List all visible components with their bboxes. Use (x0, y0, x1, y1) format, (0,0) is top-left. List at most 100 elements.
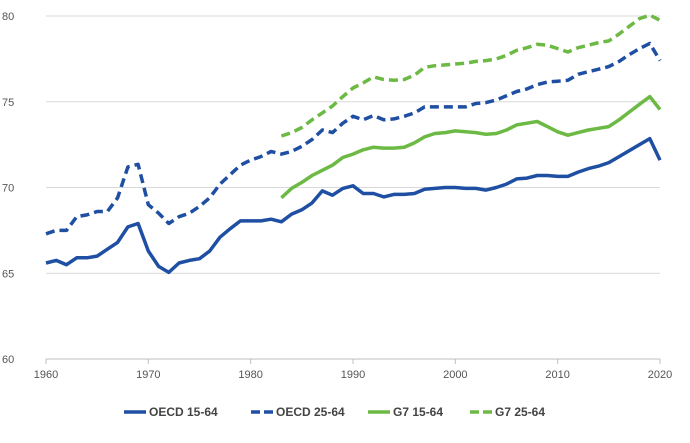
data-point (55, 229, 57, 231)
data-point (65, 264, 67, 266)
data-point (362, 149, 364, 151)
data-point (526, 88, 528, 90)
data-point (383, 78, 385, 80)
data-point (106, 210, 108, 212)
data-point (331, 131, 333, 133)
data-point (321, 169, 323, 171)
data-point (464, 131, 466, 133)
data-point (423, 106, 425, 108)
data-point (608, 65, 610, 67)
data-point (168, 271, 170, 273)
data-point (608, 125, 610, 127)
data-point (198, 205, 200, 207)
data-point (638, 143, 640, 145)
data-point (219, 236, 221, 238)
data-point (567, 79, 569, 81)
data-point (423, 66, 425, 68)
data-point (413, 74, 415, 76)
data-point (423, 188, 425, 190)
data-point (393, 79, 395, 81)
data-point (649, 42, 651, 44)
x-tick-label: 2020 (648, 369, 672, 381)
data-point (516, 90, 518, 92)
data-point (516, 124, 518, 126)
series-points-oecd-25-64 (45, 42, 661, 235)
data-point (301, 126, 303, 128)
data-point (444, 186, 446, 188)
data-point (516, 178, 518, 180)
data-point (454, 106, 456, 108)
data-point (403, 193, 405, 195)
data-point (444, 131, 446, 133)
data-point (352, 153, 354, 155)
data-point (536, 120, 538, 122)
data-point (45, 233, 47, 235)
data-point (362, 82, 364, 84)
data-point (55, 259, 57, 261)
data-point (290, 131, 292, 133)
data-point (290, 213, 292, 215)
data-point (577, 73, 579, 75)
data-point (260, 220, 262, 222)
data-point (352, 185, 354, 187)
legend-label: OECD 15-64 (149, 405, 218, 419)
data-point (362, 119, 364, 121)
data-point (96, 255, 98, 257)
data-point (157, 212, 159, 214)
data-point (383, 119, 385, 121)
x-tick-label: 1970 (136, 369, 160, 381)
data-point (301, 209, 303, 211)
data-point (546, 125, 548, 127)
data-point (505, 129, 507, 131)
data-point (444, 64, 446, 66)
x-tick-label: 1990 (341, 369, 365, 381)
data-point (147, 250, 149, 252)
data-point (608, 40, 610, 42)
data-point (475, 187, 477, 189)
data-point (526, 122, 528, 124)
data-point (587, 167, 589, 169)
data-point (567, 175, 569, 177)
y-axis: 60 65 70 75 80 (2, 11, 14, 366)
data-point (321, 112, 323, 114)
data-point (587, 129, 589, 131)
data-point (393, 118, 395, 120)
data-point (270, 218, 272, 220)
data-point (290, 150, 292, 152)
data-point (454, 130, 456, 132)
x-tick-label: 1980 (238, 369, 262, 381)
data-point (157, 265, 159, 267)
data-point (649, 14, 651, 16)
data-point (321, 129, 323, 131)
legend-label: G7 15-64 (393, 405, 443, 419)
x-axis: 1960 1970 1980 1990 2000 2010 2020 (34, 358, 672, 381)
data-point (209, 250, 211, 252)
data-point (475, 131, 477, 133)
data-point (526, 47, 528, 49)
data-point (321, 190, 323, 192)
data-point (505, 183, 507, 185)
data-point (229, 228, 231, 230)
series-points-g7-15-64 (280, 95, 661, 199)
data-point (137, 163, 139, 165)
data-point (393, 193, 395, 195)
data-point (342, 187, 344, 189)
data-point (434, 132, 436, 134)
data-point (403, 78, 405, 80)
data-point (577, 131, 579, 133)
data-point (464, 106, 466, 108)
data-point (659, 159, 661, 161)
data-point (250, 220, 252, 222)
data-point (250, 159, 252, 161)
data-point (188, 259, 190, 261)
series-line-oecd-15-64 (45, 136, 662, 275)
data-point (505, 95, 507, 97)
data-point (536, 174, 538, 176)
data-point (423, 136, 425, 138)
data-point (475, 102, 477, 104)
data-point (65, 229, 67, 231)
series-line-g7-25-64 (280, 13, 661, 138)
data-point (526, 177, 528, 179)
data-point (587, 71, 589, 73)
